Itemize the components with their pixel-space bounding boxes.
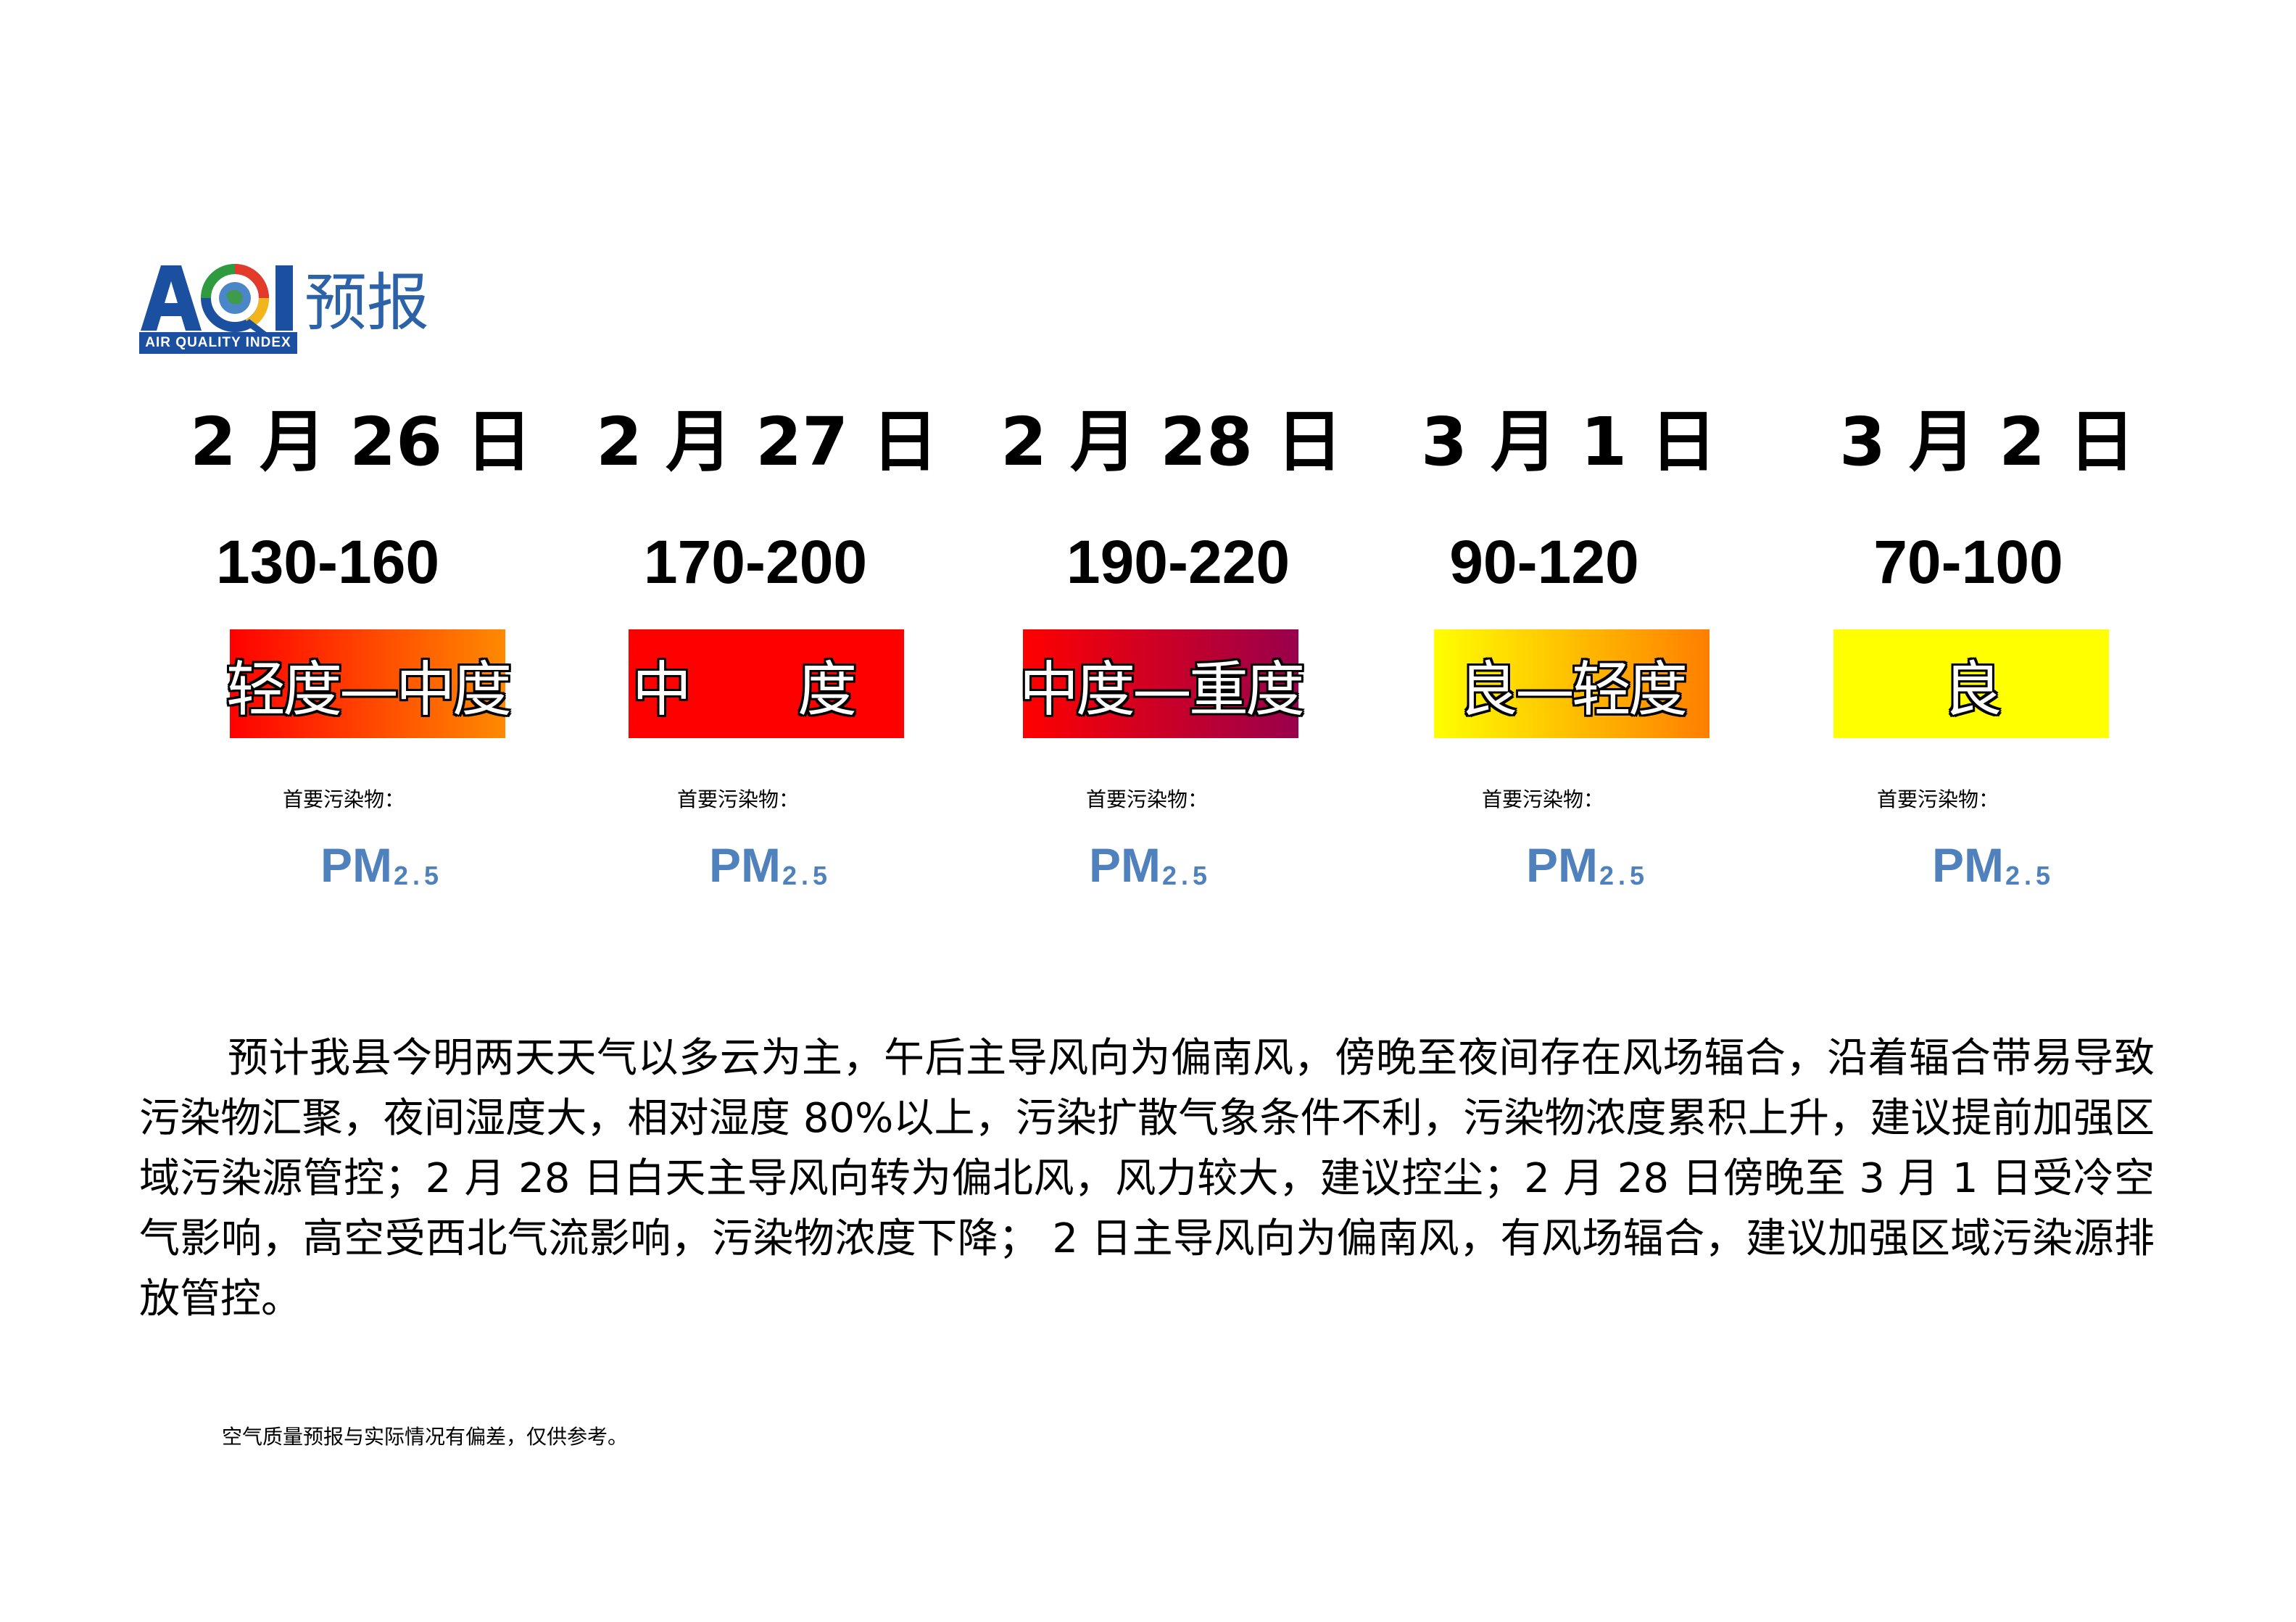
aqi-level-badge: 中度—重度: [1019, 629, 1305, 738]
aqi-level-badge: 轻度—中度: [226, 629, 512, 738]
pollutant-value: PM2.5: [709, 838, 832, 892]
forecast-date: 3 月 2 日: [1839, 403, 2136, 481]
pollutant-label: 首要污染物：: [1086, 787, 1209, 811]
pollutant-label: 首要污染物：: [1482, 787, 1604, 811]
pollutant-label: 首要污染物：: [677, 787, 800, 811]
forecast-date: 3 月 1 日: [1421, 403, 1717, 481]
aqi-level-badge: 良—轻度: [1434, 629, 1709, 738]
pollutant-value: PM2.5: [1526, 838, 1649, 892]
aqi-logo-subtitle: AIR QUALITY INDEX: [139, 332, 297, 354]
forecast-description: 预计我县今明两天天气以多云为主，午后主导风向为偏南风，傍晚至夜间存在风场辐合，沿…: [139, 1035, 2155, 1323]
aqi-range: 70-100: [1873, 528, 2063, 596]
forecast-date: 2 月 26 日: [190, 403, 533, 481]
pollutant-value: PM2.5: [320, 838, 444, 892]
aqi-range: 170-200: [643, 528, 868, 596]
aqi-level-badge: 良: [1833, 629, 2109, 738]
pollutant-label: 首要污染物：: [1877, 787, 1999, 811]
forecast-day-1: 2 月 26 日 130-160 轻度—中度 首要污染物： PM2.5: [190, 402, 533, 910]
aqi-logo-graphic: [141, 264, 293, 334]
pollutant-label: 首要污染物：: [283, 787, 405, 811]
forecast-day-2: 2 月 27 日 170-200 中 度 首要污染物： PM2.5: [596, 402, 939, 910]
page-title: 预报: [304, 267, 429, 339]
aqi-level-badge: 中 度: [629, 629, 904, 738]
forecast-day-3: 2 月 28 日 190-220 中度—重度 首要污染物： PM2.5: [1000, 402, 1343, 910]
pollutant-value: PM2.5: [1932, 838, 2055, 892]
forecast-day-5: 3 月 2 日 70-100 良 首要污染物： PM2.5: [1833, 402, 2136, 910]
aqi-range: 130-160: [215, 528, 440, 596]
pollutant-value: PM2.5: [1089, 838, 1212, 892]
aqi-range: 190-220: [1066, 528, 1290, 596]
aqi-range: 90-120: [1449, 528, 1639, 596]
forecast-day-4: 3 月 1 日 90-120 良—轻度 首要污染物： PM2.5: [1421, 402, 1717, 910]
forecast-date: 2 月 27 日: [596, 403, 939, 481]
disclaimer-note: 空气质量预报与实际情况有偏差，仅供参考。: [222, 1425, 629, 1449]
aqi-logo: AIR QUALITY INDEX 预报: [139, 258, 451, 355]
forecast-date: 2 月 28 日: [1000, 403, 1343, 481]
